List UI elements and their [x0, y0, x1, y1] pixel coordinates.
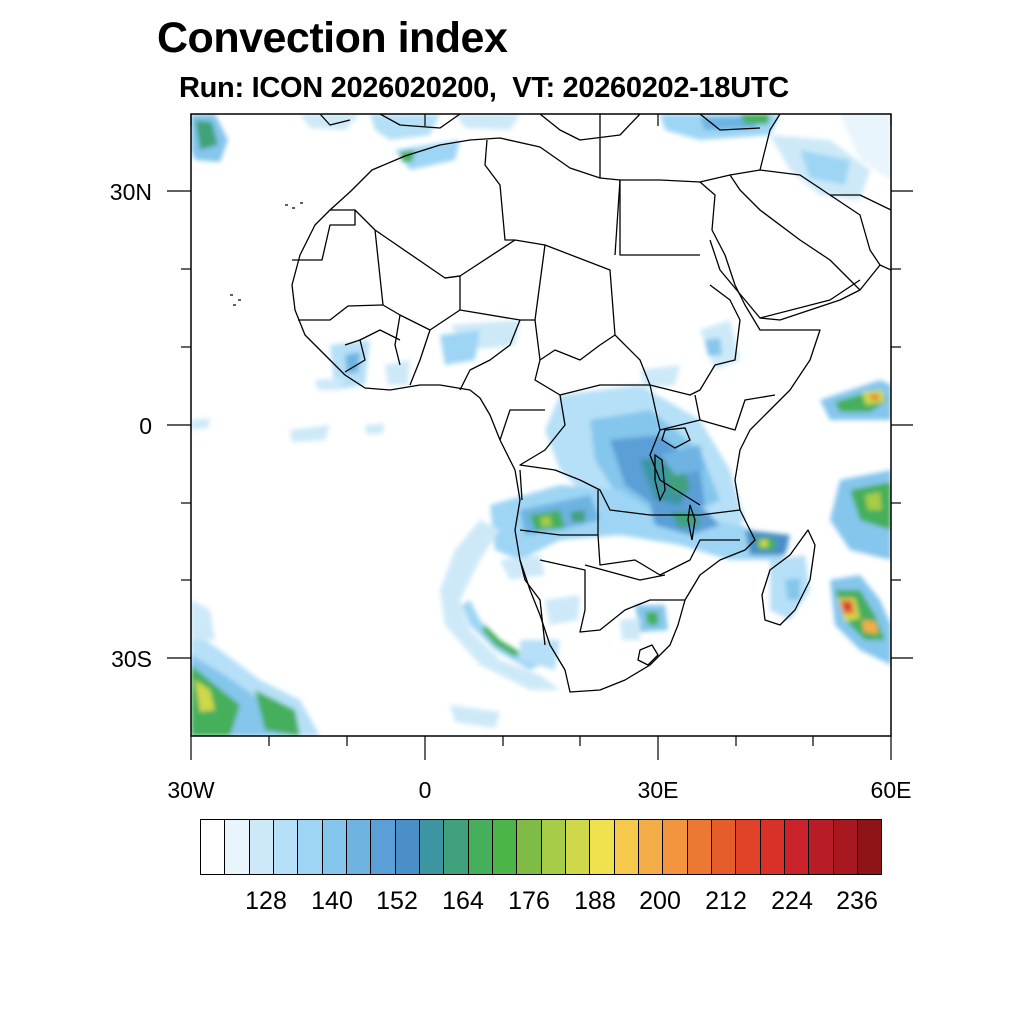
madagascar-coast [761, 529, 816, 626]
colorbar-label: 140 [311, 887, 353, 915]
lakes [654, 427, 696, 541]
axis-ticks [167, 114, 913, 760]
colorbar-swatch [711, 820, 737, 874]
lesotho-border [637, 644, 659, 666]
lake-tanganyika [654, 453, 666, 502]
colorbar-swatch [444, 820, 469, 874]
colorbar-swatch [298, 820, 323, 874]
convection-field [191, 114, 891, 736]
lat-label-30n: 30N [109, 179, 152, 205]
colorbar-swatch [833, 820, 858, 874]
lon-label-60e: 60E [870, 777, 912, 803]
colorbar-label: 152 [376, 887, 418, 915]
colorbar-swatch [809, 820, 834, 874]
field-south-atlantic-arc [440, 520, 560, 690]
colorbar-label: 164 [442, 887, 484, 915]
colorbar-label: 200 [639, 887, 681, 915]
colorbar-label: 128 [245, 887, 287, 915]
lon-label-30w: 30W [167, 777, 215, 803]
colorbar-swatch [492, 820, 518, 874]
colorbar-swatch [468, 820, 493, 874]
lat-label-0: 0 [139, 413, 152, 439]
colorbar-swatch [346, 820, 372, 874]
field-mediterranean [300, 114, 360, 130]
colorbar-label: 176 [508, 887, 550, 915]
colorbar [200, 819, 882, 875]
colorbar-label: 212 [705, 887, 747, 915]
lon-label-0: 0 [418, 777, 432, 803]
colorbar-swatch [687, 820, 712, 874]
colorbar-label: 188 [574, 887, 616, 915]
lat-label-30s: 30S [111, 646, 152, 672]
colorbar-swatch [736, 820, 761, 874]
colorbar-swatch [322, 820, 347, 874]
colorbar-swatch [419, 820, 445, 874]
canary-islands [285, 202, 303, 209]
europe-coast [539, 114, 641, 141]
arabia-coast [699, 169, 881, 321]
lon-label-30e: 30E [637, 777, 679, 803]
colorbar-swatch [225, 820, 250, 874]
colorbar-swatch [663, 820, 688, 874]
colorbar-swatch [784, 820, 810, 874]
colorbar-swatch [395, 820, 420, 874]
lake-victoria [661, 427, 691, 449]
border-maghreb [330, 209, 546, 279]
lake-malawi [687, 504, 696, 541]
map-subtitle: Run: ICON 2026020200, VT: 20260202-18UTC [179, 72, 789, 104]
colorbar-swatch [590, 820, 615, 874]
map-title: Convection index [157, 14, 508, 62]
colorbar-swatch [249, 820, 274, 874]
colorbar-swatch [614, 820, 639, 874]
colorbar-swatch [273, 820, 299, 874]
colorbar-swatch [760, 820, 785, 874]
colorbar-swatch [201, 820, 226, 874]
colorbar-swatch [541, 820, 566, 874]
colorbar-swatch [517, 820, 542, 874]
colorbar-swatch [565, 820, 591, 874]
colorbar-swatch [371, 820, 396, 874]
colorbar-swatch [857, 820, 882, 874]
cape-verde [230, 294, 241, 306]
colorbar-swatch [638, 820, 664, 874]
colorbar-label: 224 [771, 887, 813, 915]
africa-outlines [230, 114, 891, 693]
colorbar-label: 236 [836, 887, 878, 915]
